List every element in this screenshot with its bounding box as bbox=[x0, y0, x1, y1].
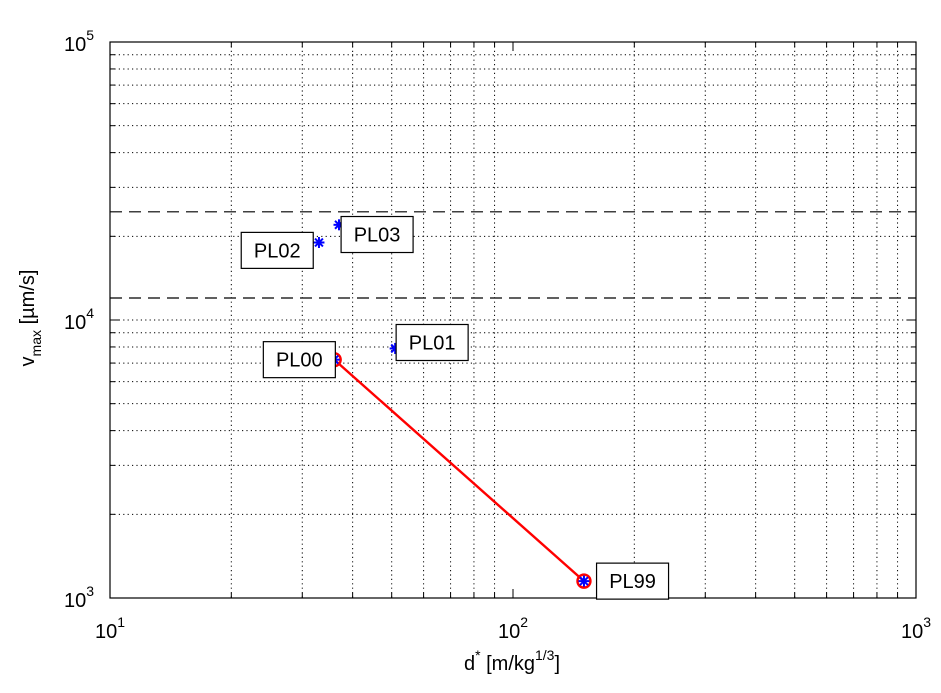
x-tick-label: 101 bbox=[95, 614, 125, 643]
annotation-label: PL00 bbox=[276, 350, 323, 372]
data-point bbox=[313, 237, 325, 249]
annotation-box bbox=[340, 215, 414, 254]
y-axis-label: vmax [µm/s] bbox=[17, 270, 44, 367]
point-annotation: PL00 bbox=[262, 341, 336, 379]
point-annotation: PL03 bbox=[340, 215, 414, 254]
tick-label-base: 10 bbox=[64, 34, 86, 56]
asterisk-stroke bbox=[314, 237, 324, 248]
y-tick-label: 104 bbox=[64, 305, 94, 334]
annotation-label: PL03 bbox=[354, 225, 401, 247]
tick-label-exponent: 5 bbox=[86, 27, 94, 43]
tick-label-base: 10 bbox=[64, 312, 86, 334]
y-axis-label-subscript: max bbox=[28, 330, 44, 356]
tick-label-exponent: 1 bbox=[117, 614, 125, 630]
x-axis-label-prefix: d bbox=[464, 653, 475, 675]
asterisk-stroke bbox=[579, 576, 589, 586]
point-annotation: PL02 bbox=[240, 231, 314, 269]
x-tick-label: 103 bbox=[901, 614, 931, 643]
y-axis-label-prefix: v bbox=[17, 356, 39, 366]
x-axis-label-rest: [m/kg bbox=[481, 653, 535, 675]
grid-lines bbox=[110, 42, 916, 598]
tick-label-exponent: 2 bbox=[520, 614, 528, 630]
tick-label-exponent: 3 bbox=[923, 614, 931, 630]
x-axis-label-unit-exp: 1/3 bbox=[535, 647, 555, 663]
annotation-box bbox=[395, 323, 469, 362]
data-point bbox=[576, 573, 592, 589]
x-axis-label: d* [m/kg1/3] bbox=[464, 647, 560, 675]
x-axis-label-superscript: * bbox=[475, 647, 481, 663]
point-annotation: PL01 bbox=[395, 323, 469, 362]
annotation-label: PL01 bbox=[409, 332, 456, 354]
tick-label-base: 10 bbox=[901, 621, 923, 643]
annotation-box bbox=[262, 341, 336, 379]
y-tick-label: 103 bbox=[64, 583, 94, 612]
reference-lines bbox=[110, 211, 916, 299]
annotation-box bbox=[595, 562, 670, 600]
y-tick-label: 105 bbox=[64, 27, 94, 56]
x-tick-label: 102 bbox=[498, 614, 528, 643]
x-tick-labels: 101 102 103 bbox=[95, 614, 931, 643]
y-axis-label-rest: [µm/s] bbox=[17, 270, 39, 330]
point-highlight-circle bbox=[576, 573, 592, 589]
tick-label-base: 10 bbox=[64, 590, 86, 612]
point-annotation: PL99 bbox=[595, 562, 670, 600]
tick-label-base: 10 bbox=[498, 621, 520, 643]
tick-label-base: 10 bbox=[95, 621, 117, 643]
x-axis-label-close: ] bbox=[554, 653, 560, 675]
annotation-box bbox=[240, 231, 314, 269]
fit-line bbox=[333, 358, 585, 583]
annotation-label: PL02 bbox=[254, 240, 301, 262]
point-annotations: PL00 PL01 PL02 PL03 PL99 bbox=[240, 215, 670, 600]
tick-label-exponent: 3 bbox=[86, 583, 94, 599]
tick-label-exponent: 4 bbox=[86, 305, 94, 321]
annotation-label: PL99 bbox=[609, 571, 656, 593]
fit-line-group bbox=[333, 358, 585, 583]
